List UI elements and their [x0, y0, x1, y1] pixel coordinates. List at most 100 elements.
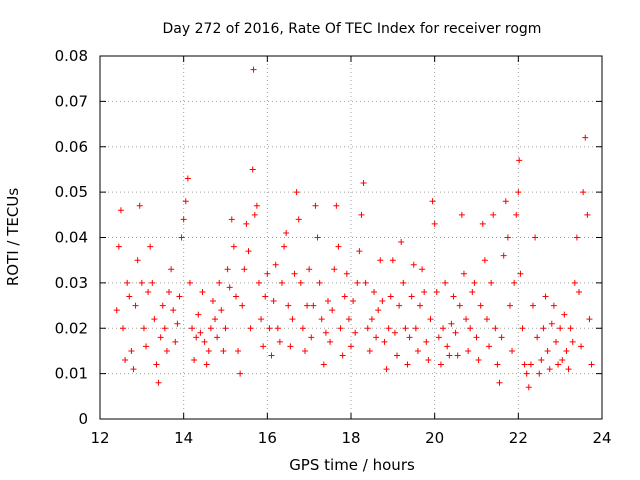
data-point [199, 288, 206, 295]
data-point [117, 207, 124, 214]
data-point [523, 370, 530, 377]
data-point [345, 316, 352, 323]
data-point [385, 325, 392, 332]
data-point [458, 211, 465, 218]
data-point [232, 293, 239, 300]
y-tick-label: 0.07 [55, 92, 88, 110]
data-point [128, 347, 135, 354]
data-point [389, 257, 396, 264]
data-point [452, 329, 459, 336]
data-point [588, 361, 595, 368]
y-tick-label: 0.02 [55, 319, 88, 337]
data-point [266, 325, 273, 332]
data-point [467, 325, 474, 332]
data-point [492, 325, 499, 332]
data-point [406, 334, 413, 341]
data-point [511, 279, 518, 286]
data-point [239, 302, 246, 309]
data-point [224, 266, 231, 273]
data-point [567, 325, 574, 332]
data-point [237, 370, 244, 377]
data-point [538, 357, 545, 364]
data-point [312, 202, 319, 209]
data-point [247, 325, 254, 332]
data-point [412, 325, 419, 332]
data-point [414, 347, 421, 354]
data-point [209, 298, 216, 305]
data-point [525, 384, 532, 391]
data-point [377, 257, 384, 264]
data-point [400, 279, 407, 286]
data-point [444, 343, 451, 350]
data-point [132, 302, 139, 309]
data-point [479, 220, 486, 227]
data-point [490, 211, 497, 218]
data-point [517, 270, 524, 277]
data-point [226, 284, 233, 291]
data-point [147, 243, 154, 250]
data-point [314, 234, 321, 241]
data-point [483, 316, 490, 323]
data-point [502, 198, 509, 205]
data-point [496, 379, 503, 386]
data-point [513, 211, 520, 218]
data-point [278, 279, 285, 286]
data-point [205, 347, 212, 354]
data-point [352, 329, 359, 336]
data-point [500, 252, 507, 259]
data-point [143, 343, 150, 350]
data-point [287, 343, 294, 350]
data-point [218, 307, 225, 314]
data-point [241, 266, 248, 273]
data-point [186, 279, 193, 286]
data-point [417, 302, 424, 309]
data-point [216, 279, 223, 286]
data-point [584, 211, 591, 218]
data-point [214, 334, 221, 341]
data-point [333, 202, 340, 209]
data-point [251, 211, 258, 218]
data-point [488, 279, 495, 286]
data-point [293, 189, 300, 196]
data-point [435, 334, 442, 341]
data-point [207, 325, 214, 332]
data-point [299, 325, 306, 332]
data-point [182, 198, 189, 205]
data-point [544, 347, 551, 354]
x-tick-label: 24 [592, 429, 611, 447]
data-point [421, 288, 428, 295]
data-point [145, 288, 152, 295]
data-point [159, 302, 166, 309]
data-point [477, 302, 484, 309]
data-point [304, 302, 311, 309]
data-point [442, 279, 449, 286]
data-point [504, 234, 511, 241]
data-point [316, 279, 323, 286]
data-point [337, 325, 344, 332]
data-point [157, 334, 164, 341]
data-point [548, 320, 555, 327]
y-tick-label: 0.01 [55, 365, 88, 383]
y-tick-label: 0 [78, 410, 88, 428]
data-point [222, 325, 229, 332]
y-axis-label: ROTI / TECUs [4, 188, 22, 286]
data-point [425, 357, 432, 364]
data-point [331, 266, 338, 273]
data-point [168, 266, 175, 273]
data-point [341, 293, 348, 300]
data-point [373, 334, 380, 341]
data-point [569, 338, 576, 345]
data-point [343, 270, 350, 277]
data-point [270, 298, 277, 305]
data-point [408, 293, 415, 300]
data-point [534, 334, 541, 341]
data-point [427, 316, 434, 323]
data-point [329, 307, 336, 314]
data-point [115, 243, 122, 250]
data-point [580, 189, 587, 196]
data-point [180, 216, 187, 223]
data-point [575, 288, 582, 295]
data-point [519, 325, 526, 332]
data-point [546, 366, 553, 373]
data-point [310, 302, 317, 309]
